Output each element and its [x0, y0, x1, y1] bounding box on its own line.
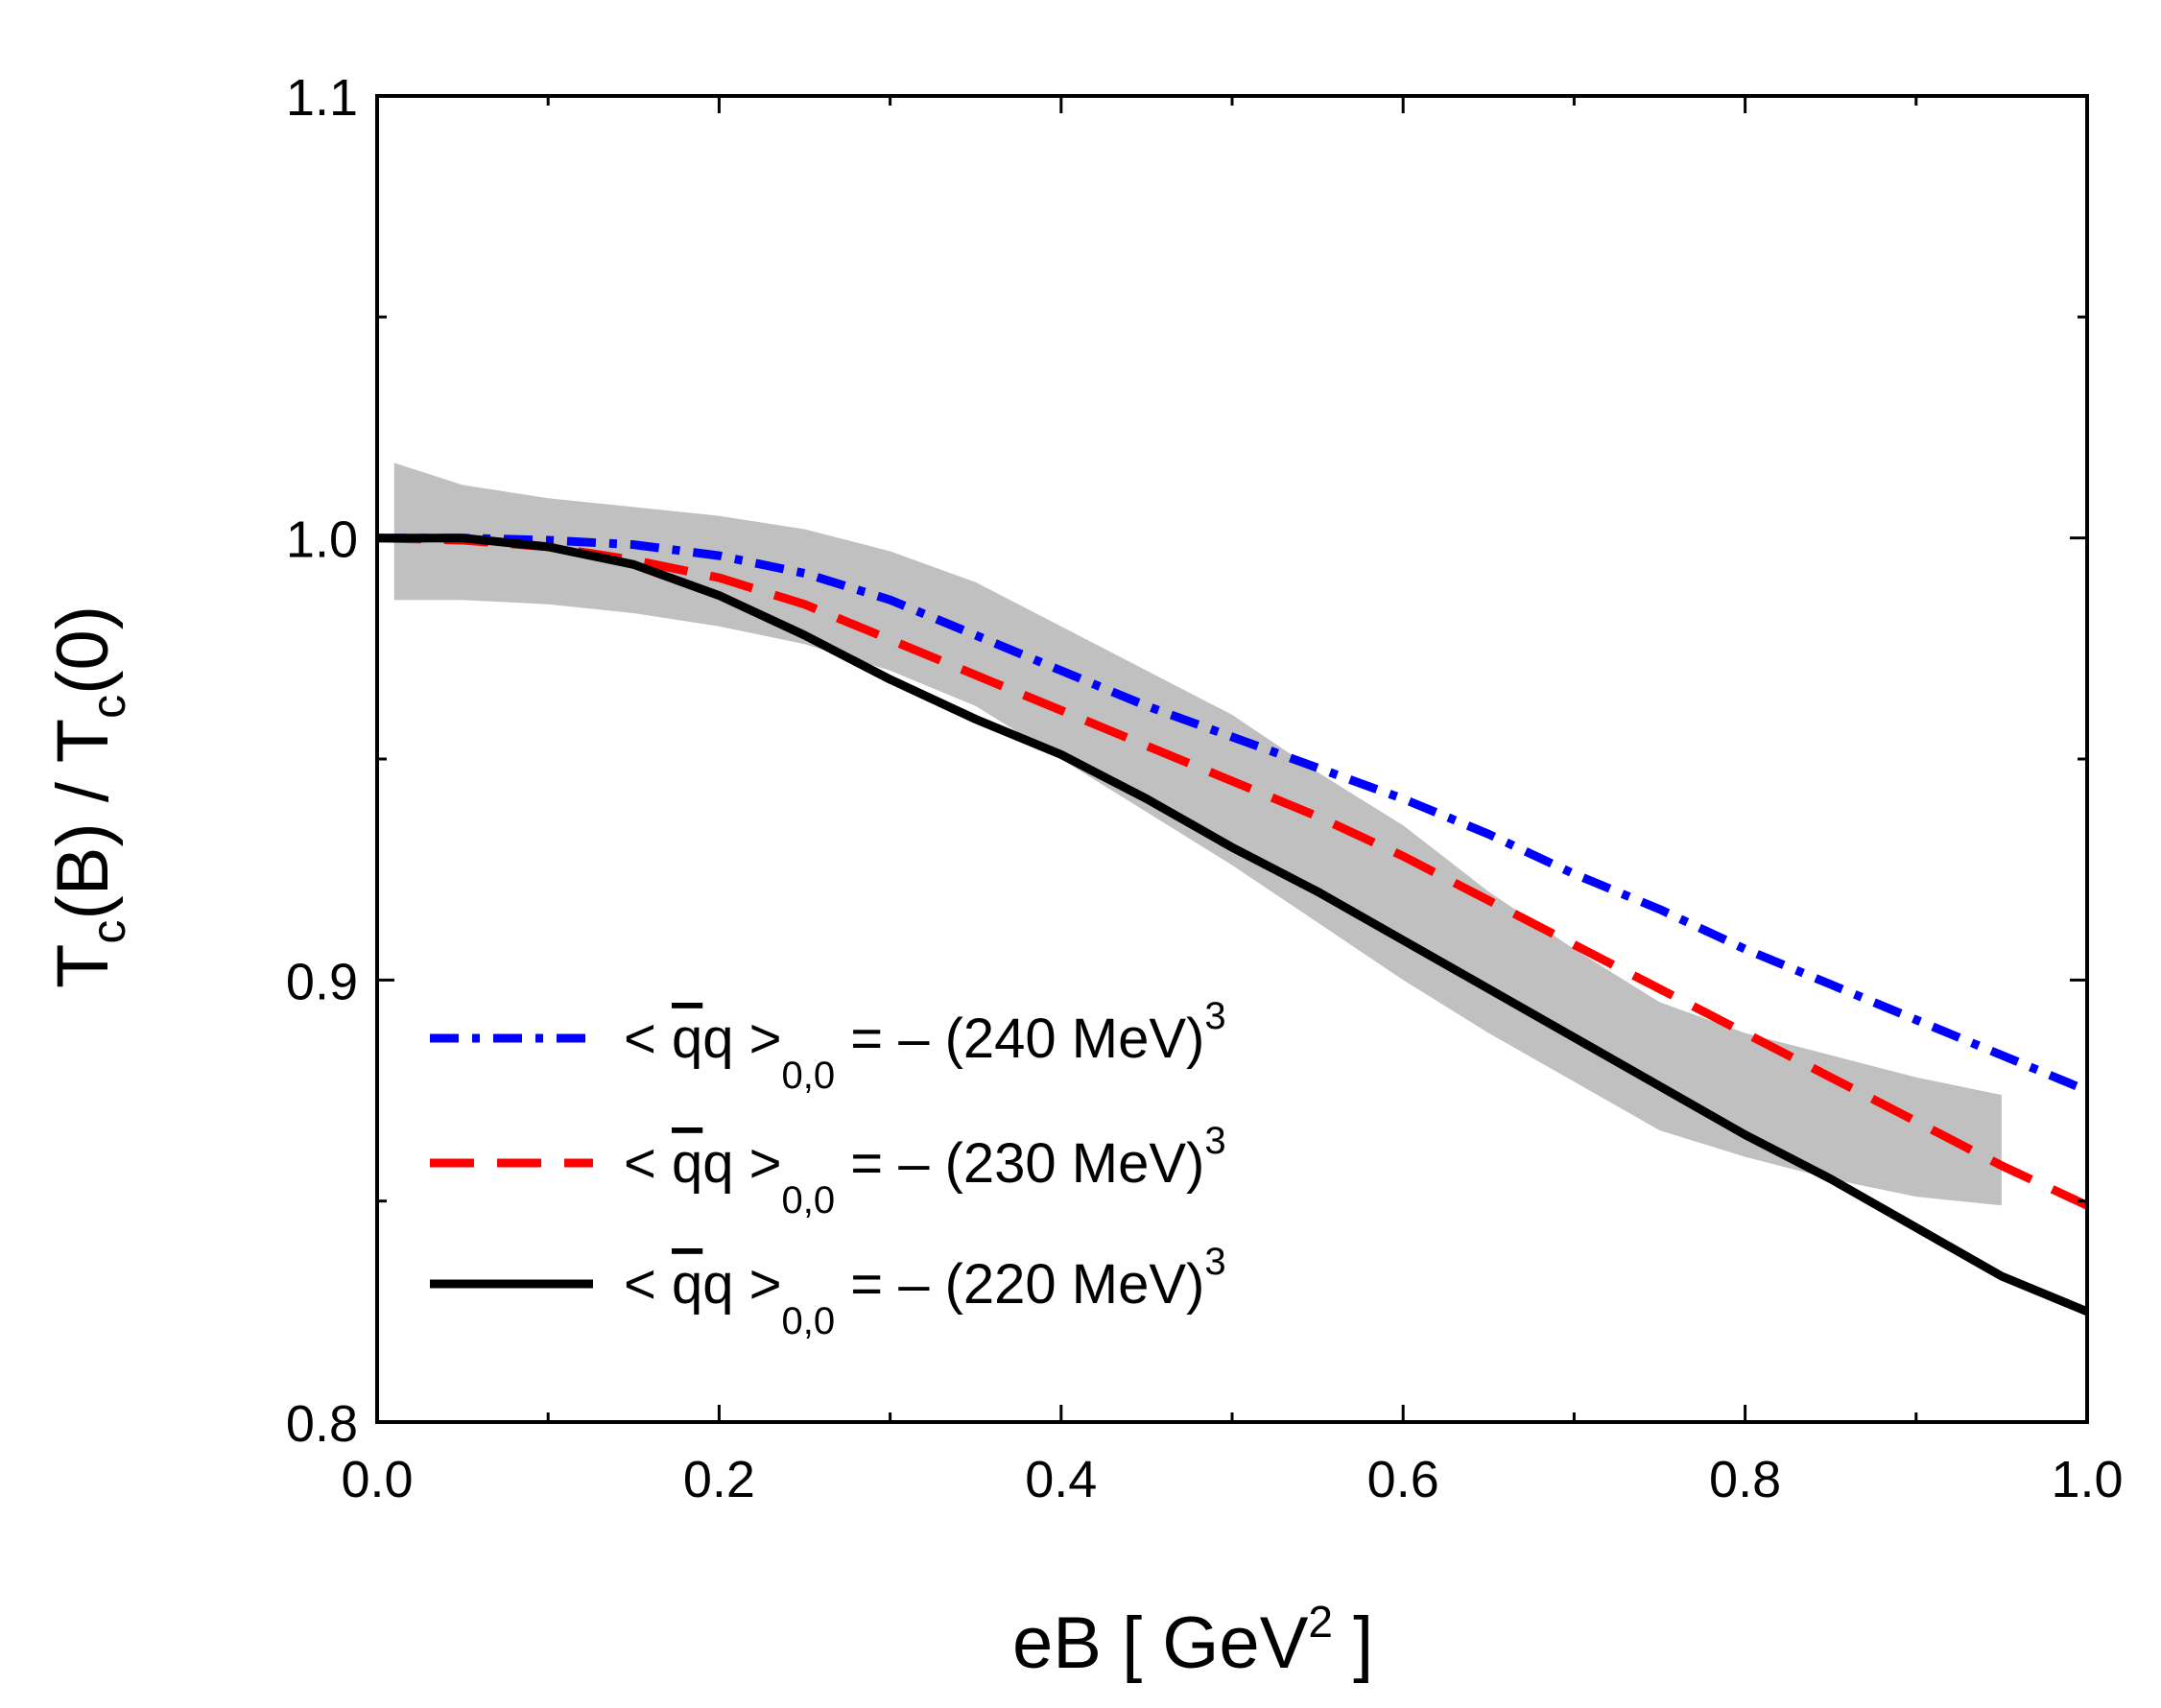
series-line-230 — [376, 534, 2089, 1210]
x-tick-label: 0.0 — [341, 1451, 413, 1508]
tick-layer — [375, 94, 2089, 1424]
legend-label-230: < qq >0,0 = – (230 MeV)3 — [624, 1120, 1226, 1222]
x-tick-label: 0.8 — [1709, 1451, 1781, 1508]
uncertainty-band — [393, 463, 2002, 1206]
x-tick-label: 0.6 — [1367, 1451, 1439, 1508]
legend-label-240: < qq >0,0 = – (240 MeV)3 — [624, 995, 1226, 1097]
y-tick-label: 0.9 — [286, 953, 358, 1010]
y-axis-title: Tc(B) / Tc(0) — [42, 605, 135, 988]
series-line-220 — [377, 534, 2089, 1316]
y-tick-label: 0.8 — [286, 1395, 358, 1453]
band-layer — [393, 463, 2002, 1206]
y-tick-label: 1.0 — [286, 511, 358, 569]
series-line-240 — [377, 534, 2089, 1095]
y-tick-label: 1.1 — [286, 69, 358, 127]
x-axis-title: eB [ GeV2 ] — [1012, 1597, 1373, 1684]
x-axis-title-sup: 2 — [1308, 1597, 1333, 1647]
legend-label-220: < qq >0,0 = – (220 MeV)3 — [624, 1241, 1226, 1342]
series-layer — [376, 534, 2089, 1316]
legend: < qq >0,0 = – (240 MeV)3 < qq >0,0 = – (2… — [430, 995, 1226, 1342]
x-tick-label: 0.2 — [683, 1451, 755, 1508]
ticklabel-layer: 0.0 0.2 0.4 0.6 0.8 1.0 0.8 0.9 1.0 1.1 — [286, 69, 2124, 1508]
x-tick-label: 0.4 — [1025, 1451, 1097, 1508]
x-tick-label: 1.0 — [2051, 1451, 2123, 1508]
